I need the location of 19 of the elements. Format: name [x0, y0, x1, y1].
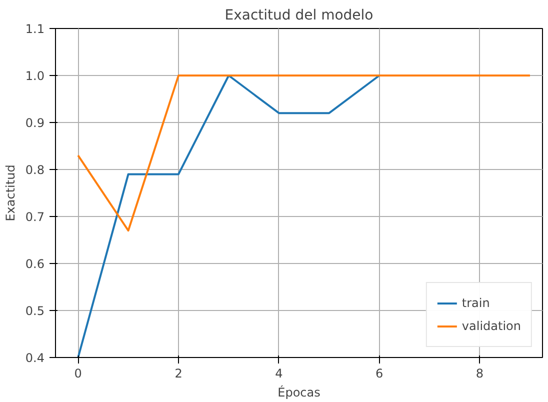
legend-label: validation	[462, 319, 521, 333]
y-tick-label: 0.4	[25, 351, 45, 365]
x-tick-label: 4	[275, 366, 283, 380]
legend-label: train	[462, 296, 490, 310]
x-tick-label: 2	[174, 366, 182, 380]
x-axis-title: Épocas	[278, 384, 320, 400]
y-tick-label: 0.5	[25, 304, 45, 318]
y-tick-label: 0.7	[25, 210, 45, 224]
chart-title: Exactitud del modelo	[224, 8, 374, 24]
line-series	[77, 74, 380, 358]
y-tick-label: 0.8	[25, 163, 45, 177]
y-tick-label: 1.1	[25, 22, 45, 36]
x-tick-label: 8	[476, 366, 484, 380]
y-axis-title: Exactitud	[3, 164, 18, 222]
y-tick-label: 0.9	[25, 116, 45, 130]
y-tick-label: 1.0	[25, 69, 45, 83]
x-tick-label: 6	[376, 366, 384, 380]
x-tick-label: 0	[74, 366, 82, 380]
y-tick-label: 0.6	[25, 257, 45, 271]
